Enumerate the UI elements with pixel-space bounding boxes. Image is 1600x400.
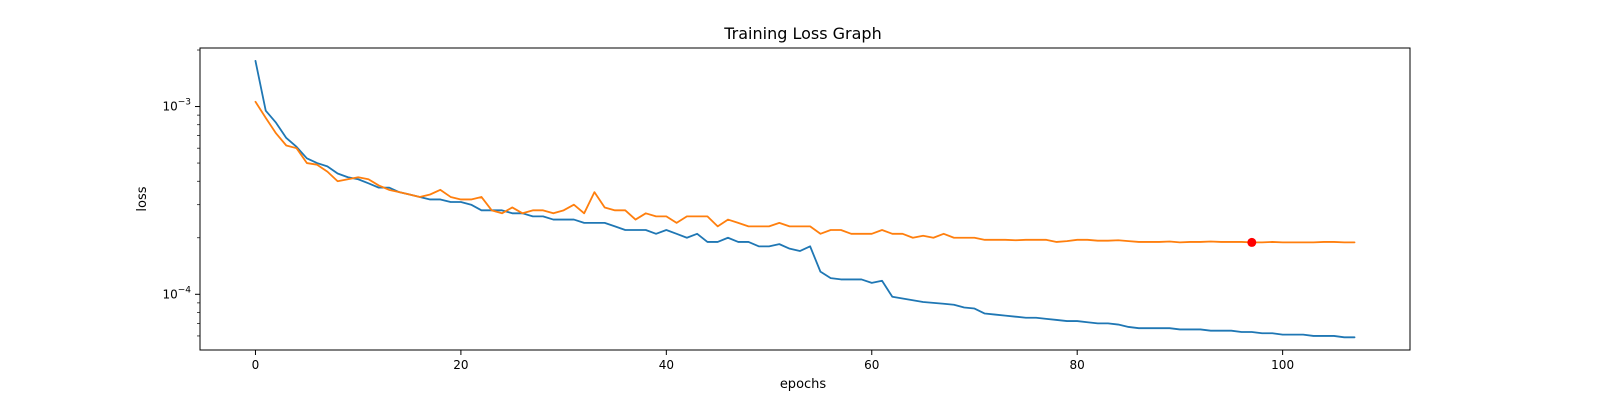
- x-axis-label: epochs: [780, 377, 827, 392]
- series-group: [254, 60, 1356, 339]
- x-tick-label: 40: [659, 358, 674, 372]
- x-axis: 0 20 40 60 80 100: [252, 350, 1294, 372]
- x-tick-label: 80: [1070, 358, 1085, 372]
- y-tick-label: 10−3: [162, 98, 191, 114]
- min-loss-marker: [1247, 237, 1257, 247]
- x-tick-label: 60: [864, 358, 879, 372]
- x-tick-label: 100: [1271, 358, 1294, 372]
- y-axis-label: loss: [135, 186, 150, 211]
- chart-title: Training Loss Graph: [723, 24, 881, 43]
- x-tick-label: 0: [252, 358, 260, 372]
- x-tick-label: 20: [453, 358, 468, 372]
- y-tick-label: 10−4: [162, 285, 191, 301]
- marker-group: [1247, 237, 1257, 247]
- series-line-1: [254, 60, 1356, 339]
- y-axis: 10−4 10−3: [162, 49, 200, 337]
- series-line-2: [254, 100, 1356, 244]
- axes-frame: [199, 47, 1411, 351]
